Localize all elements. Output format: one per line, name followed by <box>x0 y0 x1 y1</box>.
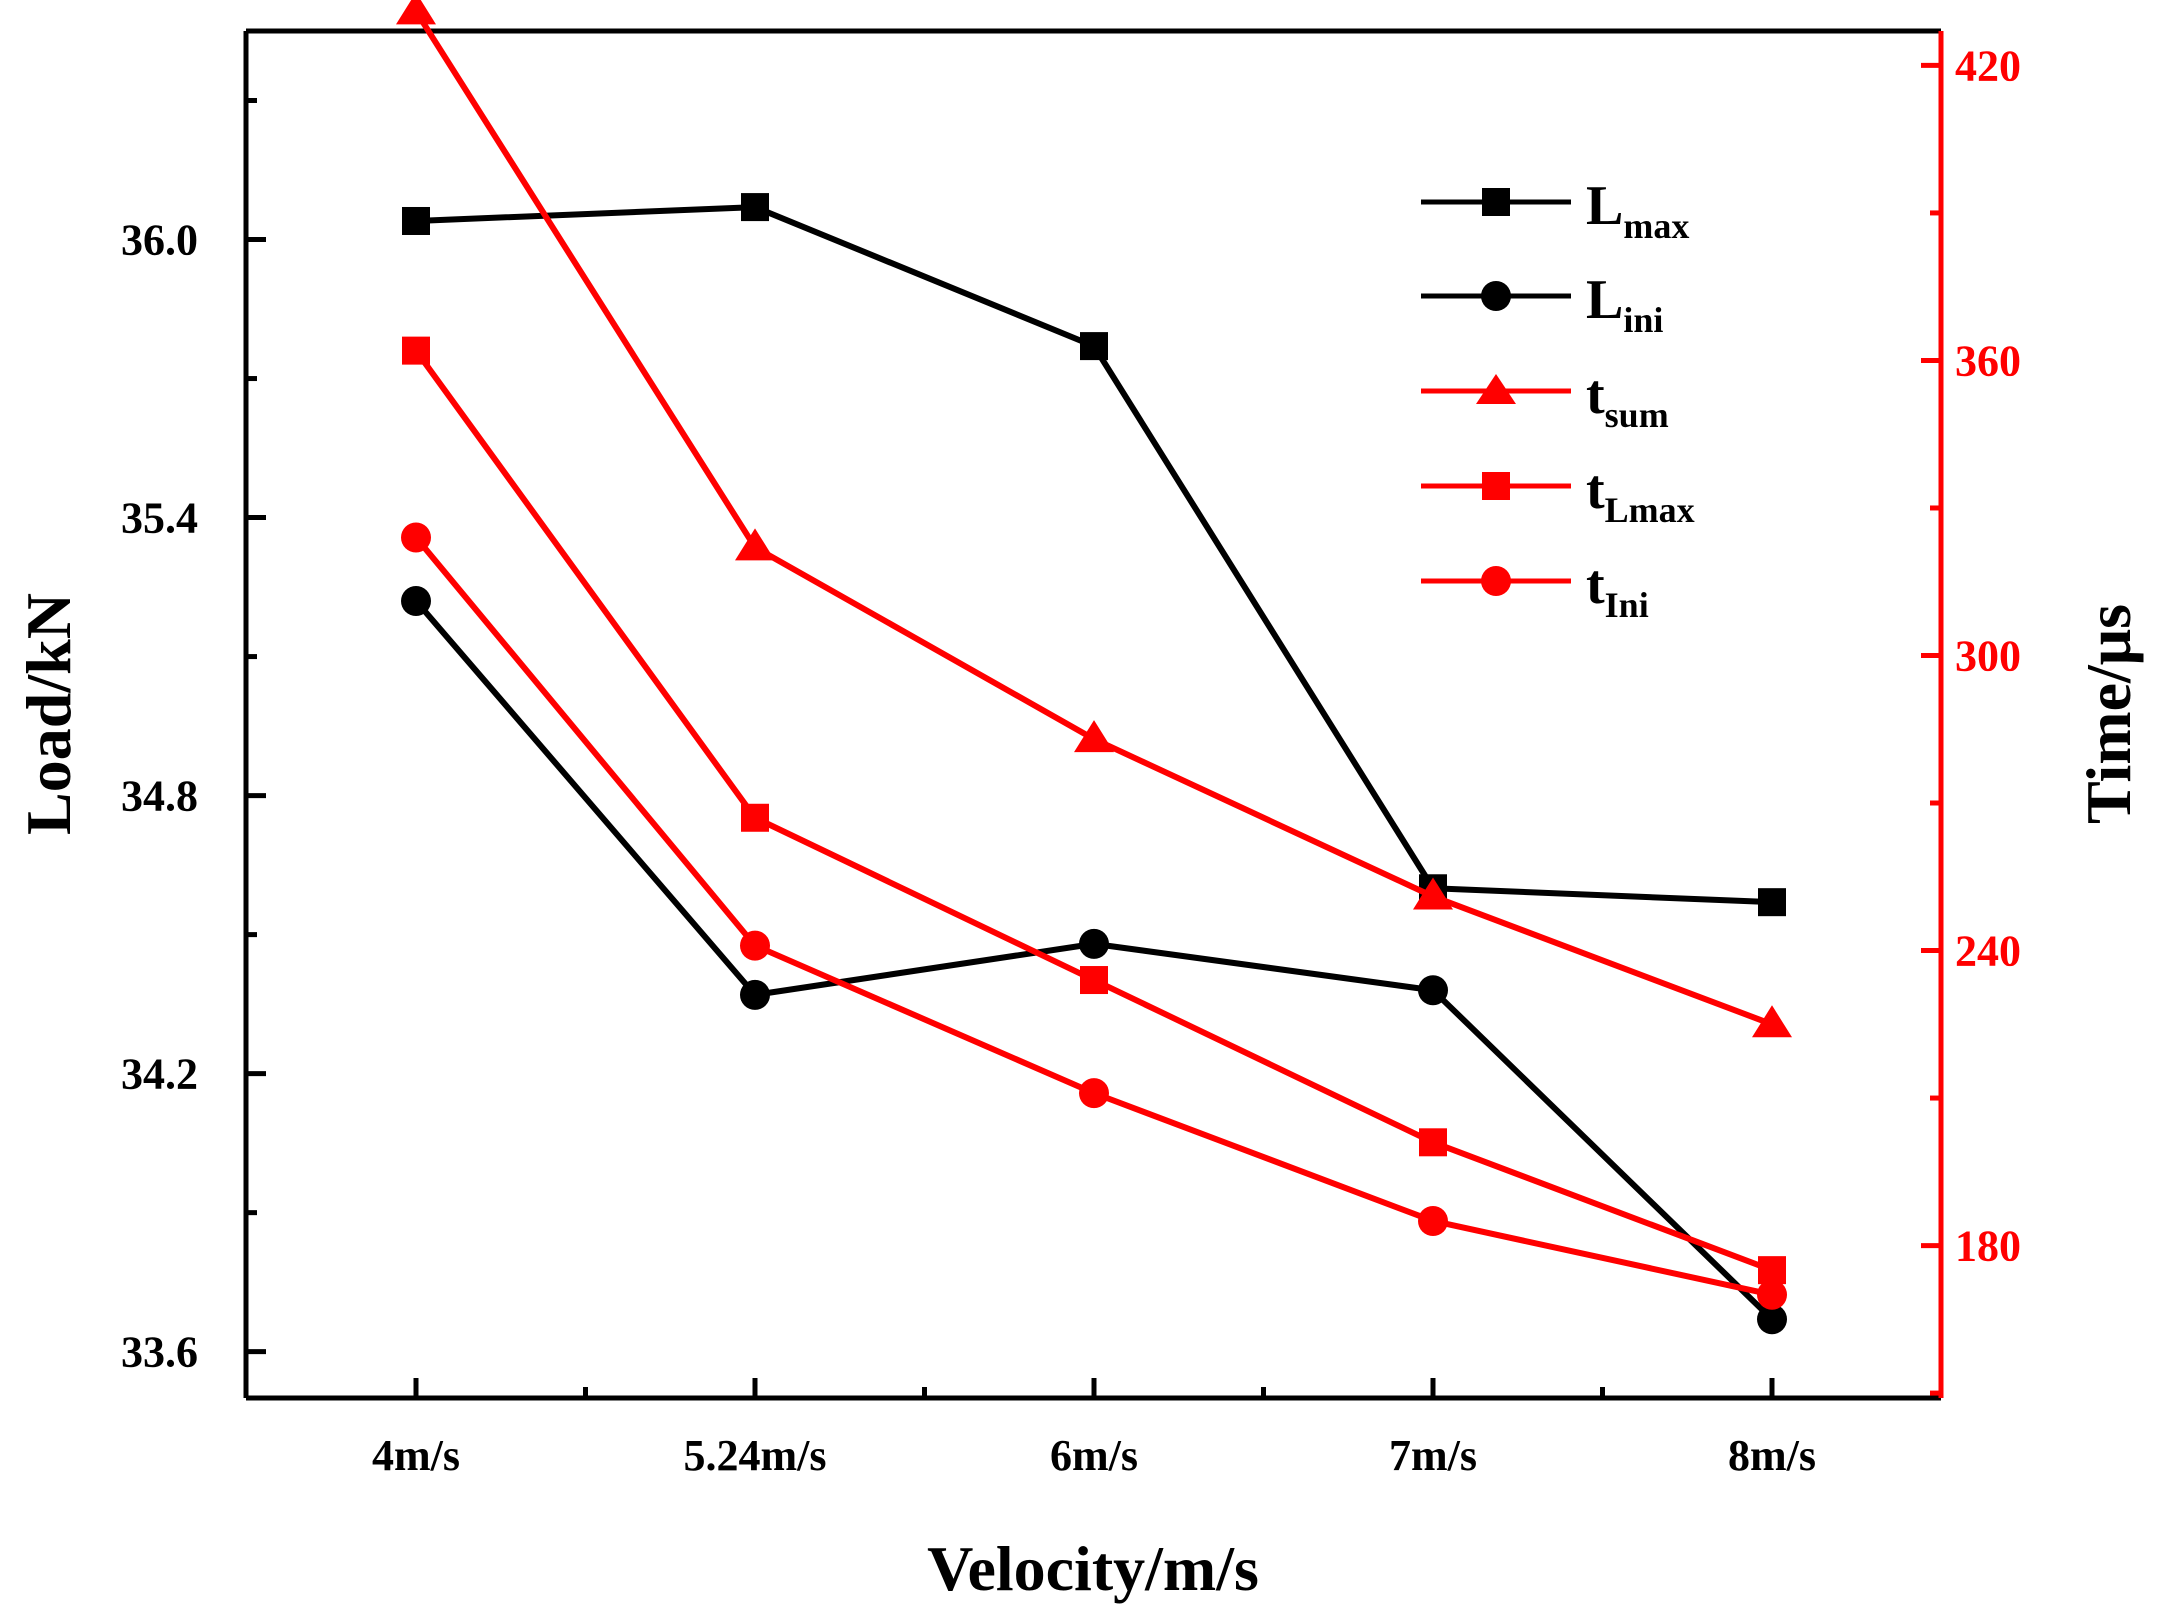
left-tick-label: 36.0 <box>121 216 198 265</box>
data-point-lmax <box>1758 888 1786 917</box>
data-point-tini <box>1757 1279 1787 1310</box>
series-line-tini <box>413 535 1773 1298</box>
series-tini <box>401 522 1787 1310</box>
left-tick-label: 35.4 <box>121 494 198 543</box>
data-point-tini <box>1418 1205 1448 1236</box>
legend-label-main: t <box>1586 459 1605 521</box>
series-lini <box>401 585 1787 1335</box>
left-tick-labels: 33.6 34.2 34.8 35.4 36.0 <box>121 216 198 1377</box>
right-tick-label: 180 <box>1955 1222 2021 1271</box>
right-tick-labels: 180 240 300 360 420 <box>1955 41 2021 1270</box>
legend-item-tini: tIni <box>1421 554 1649 625</box>
legend-label-tini: tIni <box>1586 554 1649 625</box>
legend-label-main: L <box>1586 269 1623 331</box>
legend-label-sub: sum <box>1605 395 1669 435</box>
data-point-lini <box>1757 1304 1787 1335</box>
legend-marker-lmax <box>1482 188 1510 216</box>
x-axis-title: Velocity/m/s <box>927 1533 1259 1604</box>
series-line-lmax <box>415 204 1773 906</box>
right-tick-label: 360 <box>1955 336 2021 385</box>
series-tlmax <box>402 336 1786 1285</box>
x-tick-labels: 4m/s 5.24m/s 6m/s 7m/s 8m/s <box>372 1431 1816 1480</box>
legend-item-tlmax: tLmax <box>1421 459 1695 530</box>
legend-label-tlmax: tLmax <box>1586 459 1695 530</box>
data-point-tlmax <box>741 803 769 832</box>
legend-label-lmax: Lmax <box>1586 175 1689 246</box>
legend-marker-tini <box>1481 566 1511 596</box>
right-tick-label: 420 <box>1955 41 2021 90</box>
legend-marker-lini <box>1481 281 1511 311</box>
x-tick-label: 7m/s <box>1389 1431 1477 1480</box>
data-point-tsum <box>1074 720 1114 753</box>
left-tick-label: 33.6 <box>121 1328 198 1377</box>
data-point-tsum <box>1413 877 1453 910</box>
data-point-tlmax <box>1758 1256 1786 1285</box>
data-point-lini <box>401 585 431 616</box>
legend-item-tsum: tsum <box>1421 364 1669 435</box>
series-lmax <box>402 193 1786 917</box>
data-point-lmax <box>402 206 430 235</box>
legend-label-sub: max <box>1623 206 1689 246</box>
data-point-lini <box>1079 928 1109 959</box>
data-point-tsum <box>1752 1005 1792 1038</box>
legend: Lmax Lini tsum tLmax tIni <box>1421 175 1695 625</box>
legend-label-sub: ini <box>1623 300 1663 340</box>
data-point-lmax <box>1080 332 1108 361</box>
legend-label-lini: Lini <box>1586 269 1663 340</box>
left-axis-title: Load/kN <box>13 593 84 835</box>
legend-label-main: L <box>1586 175 1623 237</box>
legend-label-tsum: tsum <box>1586 364 1669 435</box>
series-line-tlmax <box>413 348 1774 1273</box>
legend-label-sub: Ini <box>1605 585 1649 625</box>
x-tick-label: 8m/s <box>1728 1431 1816 1480</box>
series-line-lini <box>413 599 1775 1322</box>
data-point-tsum <box>396 0 436 25</box>
right-tick-label: 300 <box>1955 631 2021 680</box>
legend-item-lini: Lini <box>1421 269 1663 340</box>
legend-label-main: t <box>1586 554 1605 616</box>
x-tick-label: 5.24m/s <box>684 1431 827 1480</box>
legend-label-sub: Lmax <box>1605 490 1695 530</box>
data-point-tini <box>740 930 770 961</box>
series-tsum <box>396 0 1792 1038</box>
data-point-tlmax <box>1419 1128 1447 1157</box>
series-line-tsum <box>413 9 1774 1028</box>
data-point-tsum <box>735 528 775 561</box>
axis-ticks <box>246 62 1941 1398</box>
data-point-lmax <box>741 193 769 222</box>
plot-area <box>396 0 1792 1335</box>
legend-item-lmax: Lmax <box>1421 175 1689 246</box>
right-axis-title: Time/μs <box>2073 604 2144 824</box>
data-point-tini <box>401 522 431 553</box>
data-point-tlmax <box>402 336 430 365</box>
left-tick-label: 34.2 <box>121 1050 198 1099</box>
data-point-lini <box>740 979 770 1010</box>
data-point-tlmax <box>1080 966 1108 995</box>
right-tick-label: 240 <box>1955 927 2021 976</box>
legend-marker-tsum <box>1476 374 1516 404</box>
x-tick-label: 6m/s <box>1050 1431 1138 1480</box>
legend-marker-tlmax <box>1482 472 1510 500</box>
data-point-lini <box>1418 975 1448 1006</box>
data-point-tini <box>1079 1078 1109 1109</box>
x-tick-label: 4m/s <box>372 1431 460 1480</box>
left-tick-label: 34.8 <box>121 772 198 821</box>
legend-label-main: t <box>1586 364 1605 426</box>
